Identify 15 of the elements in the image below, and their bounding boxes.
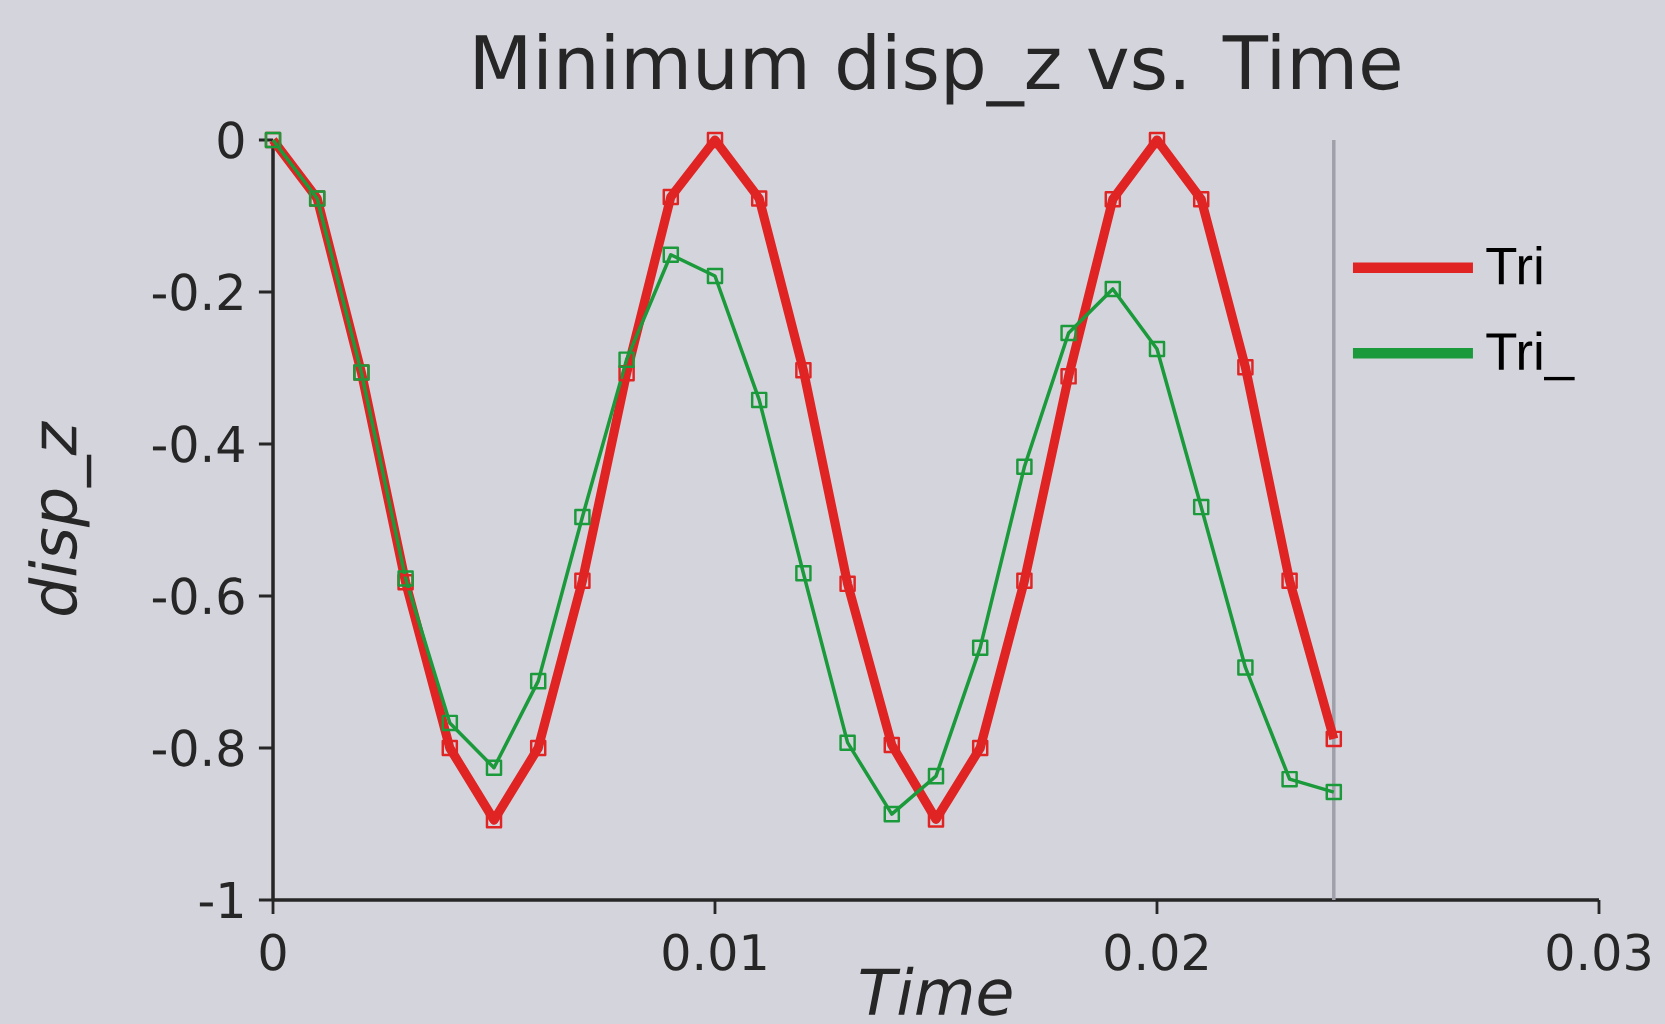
y-axis-title: disp_z: [28, 420, 92, 615]
y-tick-label: -0.6: [152, 577, 244, 615]
legend-label: Tri: [1486, 245, 1542, 285]
y-tick-label: 0: [218, 121, 244, 159]
x-tick-label: 0.02: [1105, 933, 1207, 971]
y-tick-label: -0.2: [152, 273, 242, 311]
legend-label: Tri_: [1486, 331, 1575, 381]
y-tick-label: -0.8: [152, 729, 244, 767]
chart-title: Minimum disp_z vs. Time: [475, 33, 1400, 107]
x-tick-label: 0.03: [1547, 933, 1650, 971]
y-tick-label: -0.4: [152, 425, 244, 463]
x-tick-label: 0: [260, 933, 286, 971]
x-tick-label: 0.01: [663, 933, 766, 971]
y-tick-label: -1: [199, 882, 243, 918]
x-axis-title: Time: [860, 966, 1012, 1016]
